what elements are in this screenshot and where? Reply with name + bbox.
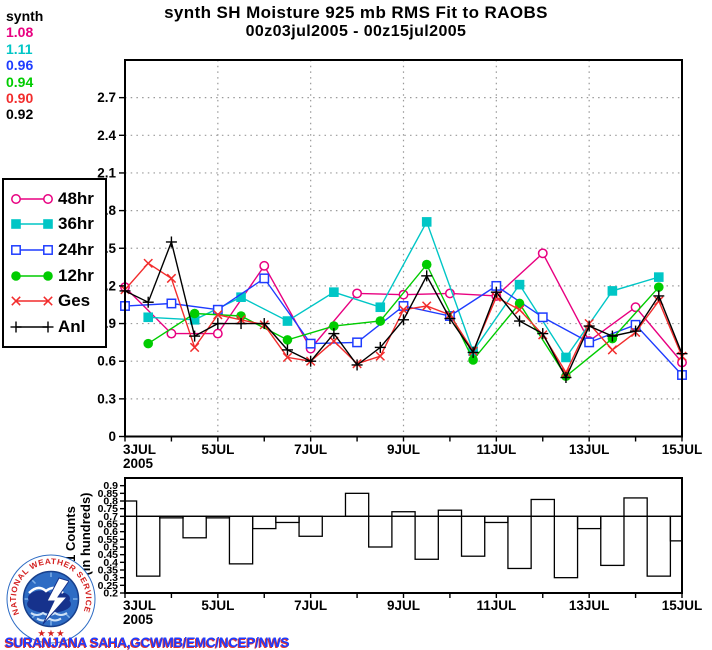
count-bar xyxy=(228,515,254,565)
stats-heading: synth xyxy=(6,8,44,24)
count-bar xyxy=(576,515,602,530)
circle-filled-icon xyxy=(11,270,53,281)
count-bar xyxy=(484,515,509,524)
legend-item-12hr: 12hr xyxy=(9,266,105,286)
counts-xtick-label: 3JUL xyxy=(123,598,156,613)
stat-value: 0.92 xyxy=(6,106,34,123)
counts-xtick-label: 15JUL xyxy=(662,598,703,613)
count-bar xyxy=(507,515,532,570)
count-bar xyxy=(251,515,277,530)
legend-item-label: 48hr xyxy=(58,188,94,208)
legend-item-label: 12hr xyxy=(58,265,94,285)
main-ytick-label: 2.1 xyxy=(97,165,116,180)
credit-text: SURANJANA SAHA,GCWMB/EMC/NCEP/NWS xyxy=(5,635,290,650)
count-bar xyxy=(368,515,393,548)
main-ytick-label: 0.6 xyxy=(97,354,116,369)
main-xtick-label: 11JUL xyxy=(476,442,516,457)
count-bar xyxy=(669,515,683,542)
count-bar xyxy=(182,515,207,539)
counts-ytick-label: 0.9 xyxy=(103,480,118,492)
counts-ytick-label: 0.3 xyxy=(103,572,118,584)
legend-item-label: Ges xyxy=(58,291,91,311)
legend-item-ges: Ges xyxy=(9,291,105,311)
logo-stars: ★ ★ ★ xyxy=(38,629,65,638)
main-ytick-label: 0.3 xyxy=(97,391,116,406)
counts-ytick-label: 0.8 xyxy=(103,496,118,508)
legend-item-label: Anl xyxy=(58,317,86,337)
main-xtick-label: 9JUL xyxy=(387,442,420,457)
counts-ytick-label: 0.85 xyxy=(98,488,119,500)
count-bar xyxy=(460,515,486,557)
stat-value: 0.94 xyxy=(6,73,34,90)
stat-value: 1.08 xyxy=(6,24,34,41)
counts-ytick-label: 0.35 xyxy=(98,565,119,577)
square-open-icon xyxy=(11,245,53,256)
square-filled-icon xyxy=(11,219,53,230)
count-bar xyxy=(623,497,648,517)
counts-ytick-label: 0.65 xyxy=(98,519,119,531)
count-bar xyxy=(414,515,439,560)
main-xtick-label: 13JUL xyxy=(569,442,610,457)
main-xtick-label: 7JUL xyxy=(294,442,327,457)
counts-ytick-label: 0.25 xyxy=(98,580,119,592)
count-bar xyxy=(553,515,579,579)
count-bar xyxy=(298,515,323,537)
counts-ytick-label: 0.7 xyxy=(103,511,118,523)
counts-xtick-label: 9JUL xyxy=(387,598,420,613)
counts-xtick-label: 5JUL xyxy=(201,598,234,613)
main-xtick-label: 3JUL xyxy=(123,442,156,457)
legend-item-36hr: 36hr xyxy=(9,214,105,234)
legend-item-anl: Anl xyxy=(9,317,105,337)
main-xtick-label: 15JUL xyxy=(662,442,703,457)
counts-xtick-label: 11JUL xyxy=(476,598,516,613)
main-xtick-label: 5JUL xyxy=(201,442,234,457)
x-icon xyxy=(11,296,53,307)
count-bar xyxy=(124,500,138,517)
count-bar xyxy=(600,515,625,567)
plus-icon xyxy=(10,321,54,333)
stats-values: 1.08 1.11 0.96 0.94 0.90 0.92 xyxy=(6,24,43,122)
counts-bars xyxy=(124,492,683,579)
counts-ytick-label: 0.6 xyxy=(103,526,118,538)
counts-xtick-label: 7JUL xyxy=(294,598,327,613)
stat-value: 0.90 xyxy=(6,90,34,107)
counts-ytick-label: 0.55 xyxy=(98,534,119,546)
legend-item-label: 24hr xyxy=(58,240,94,260)
nws-logo: NATIONAL WEATHER SERVICE ★ ★ ★ xyxy=(6,554,96,644)
stat-value: 0.96 xyxy=(6,57,34,74)
count-bar xyxy=(646,515,672,577)
counts-xtick-sublabel: 2005 xyxy=(123,612,154,627)
legend-item-24hr: 24hr xyxy=(9,240,105,260)
legend-item-label: 36hr xyxy=(58,214,94,234)
count-bar xyxy=(437,509,463,517)
count-bar xyxy=(530,498,556,517)
legend: 48hr 36hr 24hr 12hr Ges Anl xyxy=(2,178,107,348)
logo-cloud xyxy=(27,590,71,613)
main-xtick-sublabel: 2005 xyxy=(123,456,154,471)
main-ytick-label: 2.7 xyxy=(97,90,116,105)
counts-ytick-label: 0.4 xyxy=(103,557,118,569)
count-bar xyxy=(275,515,300,524)
circle-open-icon xyxy=(11,193,53,204)
counts-ytick-label: 0.45 xyxy=(98,549,119,561)
page-title: synth SH Moisture 925 mb RMS Fit to RAOB… xyxy=(164,3,548,22)
counts-ytick-label: 0.75 xyxy=(98,503,119,515)
counts-ytick-label: 0.2 xyxy=(103,588,118,600)
count-bar xyxy=(391,511,416,517)
main-ytick-label: 0 xyxy=(108,429,116,444)
lightning-bolt-icon xyxy=(42,577,70,625)
page-subtitle: 00z03jul2005 - 00z15jul2005 xyxy=(245,23,467,40)
stats-panel: synth 1.08 1.11 0.96 0.94 0.90 0.92 xyxy=(6,8,43,123)
counts-xtick-label: 13JUL xyxy=(569,598,610,613)
legend-item-48hr: 48hr xyxy=(9,189,105,209)
counts-chart-frame xyxy=(124,477,683,594)
main-ytick-label: 2.4 xyxy=(97,128,116,143)
count-bar xyxy=(344,492,370,517)
count-bar xyxy=(135,515,161,577)
counts-ytick-label: 0.5 xyxy=(103,542,118,554)
stat-value: 1.11 xyxy=(6,40,33,57)
